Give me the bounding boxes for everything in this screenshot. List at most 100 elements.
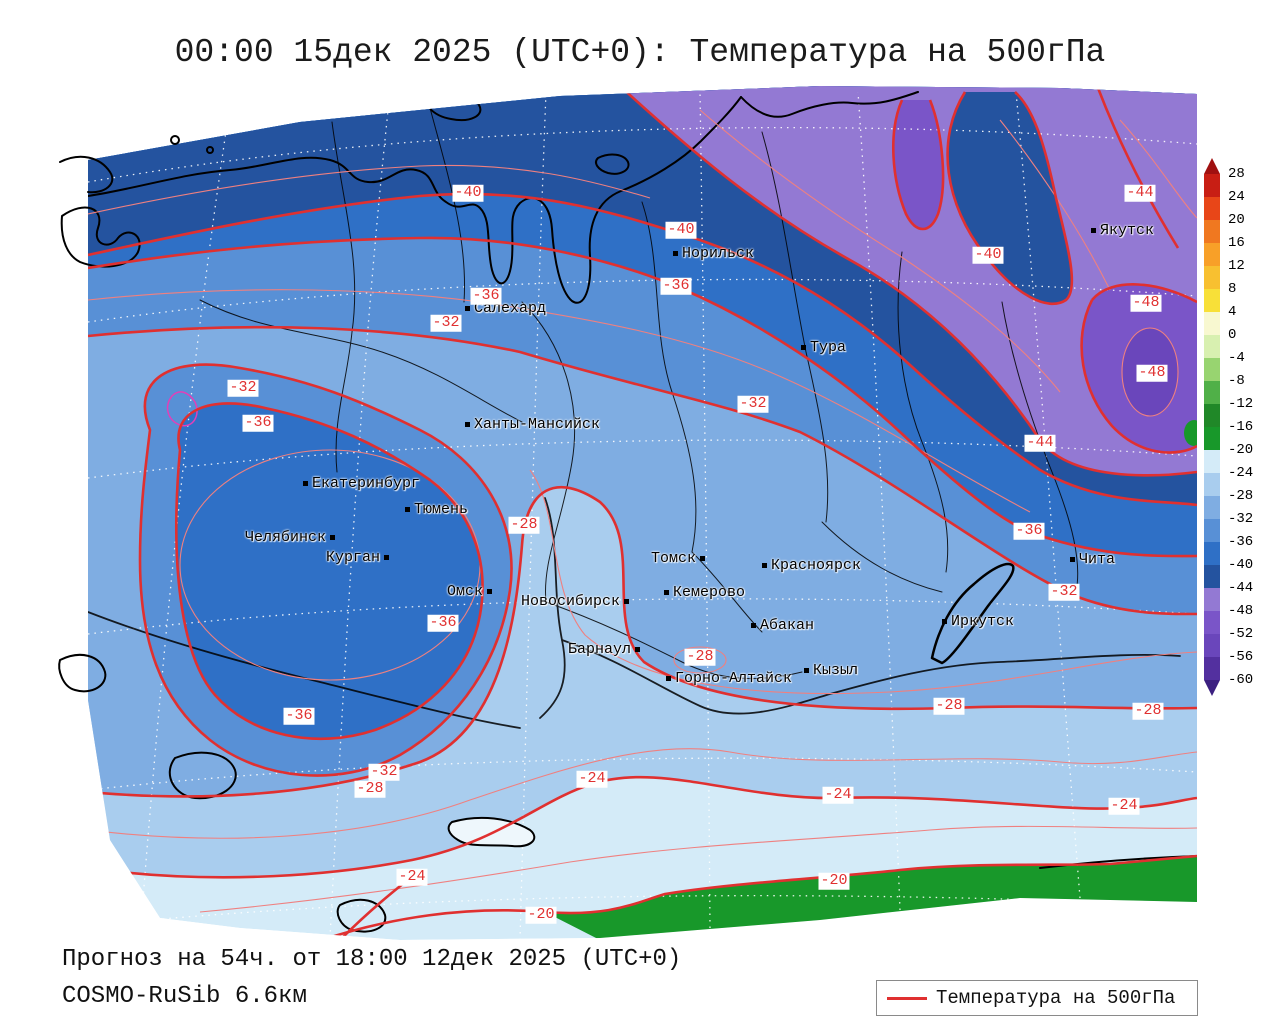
colorbar-band [1204,496,1220,519]
colorbar-tick: 24 [1228,189,1245,205]
isotherm-value-label: -36 [1013,521,1045,540]
city-label: Кемерово [673,584,746,601]
colorbar-band [1204,358,1220,381]
colorbar-arrow-down [1204,680,1220,696]
city-label: Курган [325,549,380,566]
forecast-info: Прогноз на 54ч. от 18:00 12дек 2025 (UTC… [62,946,682,973]
isotherm-value-label: -36 [283,706,315,725]
city-label: Чита [1079,551,1116,568]
isotherm-value-label: -28 [1132,701,1164,720]
city-marker [666,676,671,681]
colorbar-band [1204,289,1220,312]
city-label: Тура [810,339,847,356]
colorbar-tick: -28 [1228,488,1254,504]
city-marker [1091,228,1096,233]
magenta-isotherm [166,391,198,427]
city-marker [804,668,809,673]
colorbar-band [1204,197,1220,220]
isotherm-value-label: -20 [818,871,850,890]
colorbar-tick: 8 [1228,281,1237,297]
isotherm-value-label: -44 [1024,433,1056,452]
colorbar-band [1204,243,1220,266]
colorbar-tick: -40 [1228,557,1254,573]
colorbar-band [1204,450,1220,473]
isotherm-value-label: -32 [368,762,400,781]
colorbar-tick: -32 [1228,511,1254,527]
city-marker [762,563,767,568]
city-label: Абакан [760,617,815,634]
isotherm-value-label: -24 [396,867,428,886]
colorbar-band [1204,381,1220,404]
city-label: Новосибирск [520,593,620,610]
city-label: Норильск [682,245,755,262]
colorbar-band [1204,611,1220,634]
colorbar-tick: 12 [1228,258,1245,274]
colorbar-tick: 4 [1228,304,1237,320]
thin-isotherm-layer [88,109,1197,913]
isotherm-value-label: -24 [576,769,608,788]
colorbar-band [1204,427,1220,450]
isotherm-value-label: -40 [972,245,1004,264]
isotherm-value-label: -32 [1048,582,1080,601]
colorbar-tick: -36 [1228,534,1254,550]
isotherm-value-label: -28 [354,779,386,798]
city-label: Красноярск [771,557,862,574]
legend-label: Температура на 500гПа [936,987,1176,1009]
colorbar-band [1204,588,1220,611]
isotherm-value-label: -36 [242,413,274,432]
legend-box: Температура на 500гПа [876,980,1198,1016]
colorbar-tick: -56 [1228,649,1254,665]
isotherm-value-label: -28 [508,515,540,534]
city-marker [664,590,669,595]
city-label: Кызыл [813,662,859,679]
colorbar-tick: 28 [1228,166,1245,182]
city-marker [465,422,470,427]
city-marker [624,599,629,604]
temperature-colorbar: 28 24 20 16 12 8 4 0 -4 -8 -12 -16 -20 -24 -28 -32 -36 -4… [1204,158,1280,696]
city-label: Барнаул [567,641,631,658]
colorbar-tick: -4 [1228,350,1245,366]
colorbar-band [1204,335,1220,358]
city-marker [384,555,389,560]
isotherm-value-label: -28 [684,647,716,666]
colorbar-band [1204,404,1220,427]
colorbar-arrow-up [1204,158,1220,174]
city-label: Салехард [474,300,547,317]
colorbar-tick: -16 [1228,419,1254,435]
city-marker [801,345,806,350]
city-label: Ханты-Мансийск [474,416,601,433]
city-marker [673,251,678,256]
colorbar-band [1204,473,1220,496]
city-label: Челябинск [244,529,326,546]
city-marker [751,623,756,628]
city-marker [487,589,492,594]
colorbar-band [1204,542,1220,565]
isotherm-value-label: -32 [227,378,259,397]
page-title: 00:00 15дек 2025 (UTC+0): Температура на… [174,34,1106,71]
colorbar-band [1204,266,1220,289]
city-label: Тюмень [414,501,469,518]
city-label: Омск [446,583,483,600]
colorbar-tick: -48 [1228,603,1254,619]
isotherm-value-label: -36 [660,276,692,295]
isotherm-value-label: -48 [1130,293,1162,312]
city-label: Екатеринбург [312,475,421,492]
isotherm-legend-line [887,996,927,1000]
colorbar-band [1204,657,1220,680]
colorbar-band [1204,312,1220,335]
isotherm-value-label: -20 [525,905,557,924]
city-label: Иркутск [951,613,1015,630]
isotherm-value-label: -40 [665,220,697,239]
isotherm-value-label: -32 [430,313,462,332]
city-label: Томск [650,550,696,567]
isotherm-value-label: -36 [470,286,502,305]
colorbar-tick: -44 [1228,580,1254,596]
city-marker [942,619,947,624]
city-marker [330,535,335,540]
colorbar-tick: -60 [1228,672,1254,688]
city-marker [465,306,470,311]
colorbar-tick: 16 [1228,235,1245,251]
colorbar-band [1204,634,1220,657]
colorbar-band [1204,565,1220,588]
city-label: Горно-Алтайск [675,670,793,687]
